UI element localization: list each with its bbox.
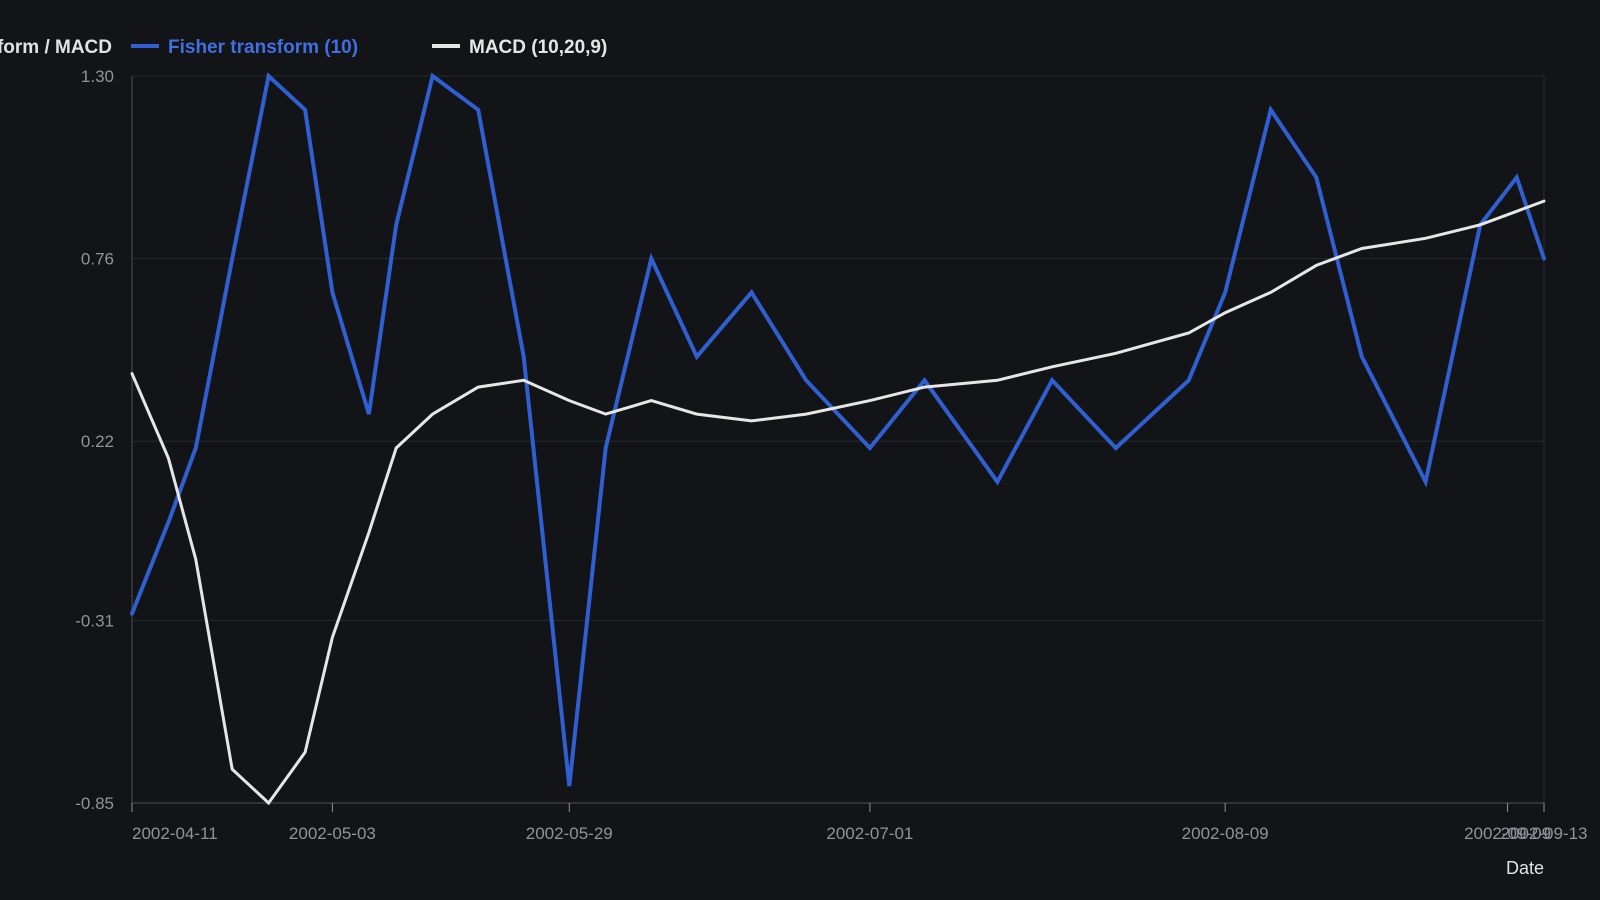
- x-tick-label: 2002-09-09: [1464, 824, 1551, 843]
- series-lines: [130, 72, 1546, 806]
- y-tick-label: 0.22: [81, 432, 114, 451]
- x-tick-label: 2002-05-29: [526, 824, 613, 843]
- axes: 1.30 0.76 0.22 -0.31 -0.85 2002-04-11 2002-05-…: [75, 67, 1587, 843]
- x-tick-label: 2002-07-01: [826, 824, 913, 843]
- grid: [132, 75, 1545, 804]
- y-tick-label: -0.85: [75, 794, 114, 813]
- legend: Fisher transform / MACD Fisher transform…: [0, 37, 607, 58]
- legend-label-fisher[interactable]: Fisher transform (10): [168, 37, 358, 58]
- x-tick-label: 2002-05-03: [289, 824, 376, 843]
- y-tick-label: 0.76: [81, 250, 114, 269]
- series-line-fisher: [130, 72, 1546, 787]
- y-tick-label: -0.31: [75, 611, 114, 630]
- x-axis-title: Date: [1506, 858, 1544, 878]
- x-tick-label: 2002-08-09: [1182, 824, 1269, 843]
- x-tick-label: 2002-09-13: [1501, 824, 1588, 843]
- x-tick-label: 2002-04-11: [132, 824, 218, 843]
- y-axis-title: Fisher transform / MACD: [0, 37, 112, 58]
- y-tick-label: 1.30: [81, 67, 114, 86]
- series-line-macd: [130, 199, 1546, 806]
- legend-label-macd[interactable]: MACD (10,20,9): [469, 37, 607, 58]
